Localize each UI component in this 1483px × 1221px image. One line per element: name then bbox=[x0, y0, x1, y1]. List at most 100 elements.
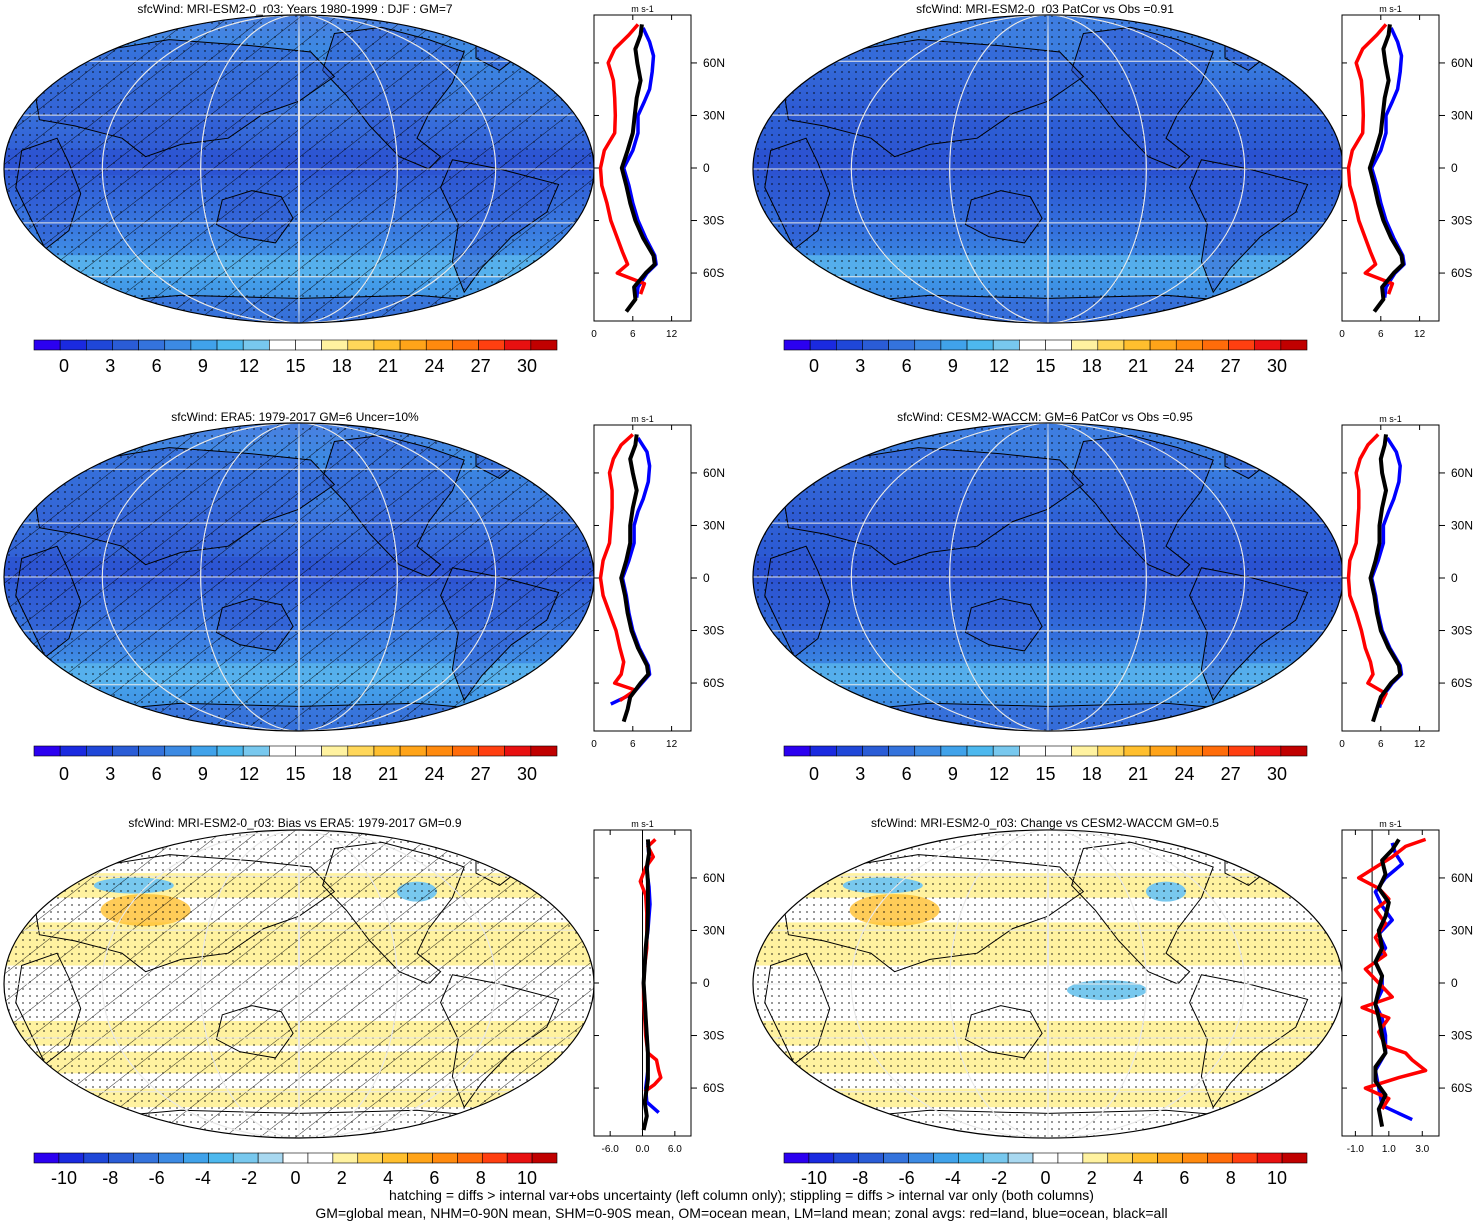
x-tick-label: -6.0 bbox=[602, 1144, 620, 1155]
colorbar-swatch bbox=[452, 339, 479, 351]
colorbar-swatch bbox=[530, 339, 558, 351]
colorbar-tick-label: 6 bbox=[152, 764, 162, 784]
colorbar-tick-label: 4 bbox=[1133, 1168, 1143, 1188]
colorbar-swatch bbox=[108, 1152, 134, 1164]
lat-tick-label: 60S bbox=[703, 676, 724, 690]
colorbar-swatch bbox=[478, 339, 505, 351]
land-zonal-line bbox=[1346, 433, 1388, 705]
colorbar-tick-label: -4 bbox=[195, 1168, 211, 1188]
colorbar-swatch bbox=[452, 745, 479, 757]
colorbar-swatch bbox=[808, 1152, 835, 1164]
colorbar-swatch bbox=[835, 745, 863, 757]
colorbar-tick-label: 8 bbox=[476, 1168, 486, 1188]
colorbar: -10 -8 -6 -4 -2 0 2 4 6 8 10 bbox=[33, 1152, 558, 1188]
colorbar-swatch bbox=[190, 339, 218, 351]
colorbar-swatch bbox=[407, 1152, 433, 1164]
colorbar-swatch bbox=[982, 1152, 1009, 1164]
colorbar: 0 3 6 9 12 15 18 21 24 27 30 bbox=[33, 745, 558, 784]
x-tick-label: 6 bbox=[630, 739, 636, 750]
colorbar-swatch bbox=[1157, 1152, 1183, 1164]
colorbar-swatch bbox=[321, 745, 349, 757]
colorbar-tick-label: 18 bbox=[332, 356, 352, 376]
lat-tick-label: 30S bbox=[703, 624, 724, 638]
colorbar-tick-label: 24 bbox=[1174, 356, 1194, 376]
all-zonal-line bbox=[619, 24, 657, 313]
all-zonal-line bbox=[619, 434, 651, 723]
colorbar-swatch bbox=[83, 1152, 110, 1164]
land-zonal-line bbox=[1346, 23, 1395, 295]
x-tick-label: 0.0 bbox=[636, 1144, 650, 1155]
colorbar-swatch bbox=[1149, 745, 1177, 757]
panel-title: sfcWind: MRI-ESM2-0_r03: Change vs CESM2… bbox=[871, 816, 1219, 830]
colorbar-tick-label: -8 bbox=[852, 1168, 868, 1188]
colorbar-swatch bbox=[1149, 339, 1177, 351]
colorbar-swatch bbox=[232, 1152, 259, 1164]
colorbar-swatch bbox=[373, 745, 401, 757]
colorbar-swatch bbox=[33, 745, 61, 757]
zonal-mean-profile: 60N 30N 0 30S 60S m s-1 0 6 12 bbox=[1339, 414, 1473, 750]
colorbar-tick-label: 6 bbox=[152, 356, 162, 376]
map-field bbox=[4, 830, 594, 1138]
colorbar-swatch bbox=[833, 1152, 860, 1164]
colorbar-swatch bbox=[242, 745, 270, 757]
map-field bbox=[4, 15, 594, 323]
lat-tick-label: 30S bbox=[1451, 1029, 1472, 1043]
colorbar-tick-label: 21 bbox=[1128, 356, 1148, 376]
colorbar-swatch bbox=[783, 745, 811, 757]
colorbar-swatch bbox=[966, 745, 994, 757]
colorbar-swatch bbox=[1202, 339, 1229, 351]
footer-note-hatching: hatching = diffs > internal var+obs unce… bbox=[389, 1187, 1094, 1203]
colorbar-tick-label: 6 bbox=[1179, 1168, 1189, 1188]
x-tick-label: 12 bbox=[666, 329, 678, 340]
colorbar-swatch bbox=[457, 1152, 483, 1164]
colorbar-tick-label: 9 bbox=[198, 356, 208, 376]
colorbar-tick-label: 0 bbox=[59, 356, 69, 376]
colorbar-tick-label: 27 bbox=[1221, 764, 1241, 784]
colorbar-swatch bbox=[1280, 745, 1308, 757]
units-label: m s-1 bbox=[631, 414, 654, 424]
units-label: m s-1 bbox=[631, 819, 654, 829]
colorbar-swatch bbox=[332, 1152, 359, 1164]
land-zonal-line bbox=[598, 433, 638, 703]
colorbar-tick-label: 21 bbox=[378, 764, 398, 784]
colorbar: -10 -8 -6 -4 -2 0 2 4 6 8 10 bbox=[783, 1152, 1308, 1188]
colorbar-swatch bbox=[1123, 745, 1151, 757]
units-label: m s-1 bbox=[1379, 414, 1402, 424]
colorbar-swatch bbox=[269, 339, 296, 351]
colorbar-swatch bbox=[282, 1152, 309, 1164]
colorbar-tick-label: -6 bbox=[149, 1168, 165, 1188]
x-tick-label: 1.0 bbox=[1382, 1144, 1396, 1155]
lat-tick-label: 60N bbox=[703, 56, 725, 70]
all-zonal-line bbox=[641, 839, 651, 1131]
colorbar-tick-label: 3 bbox=[855, 764, 865, 784]
colorbar-swatch bbox=[59, 745, 87, 757]
world-map bbox=[752, 422, 1344, 732]
colorbar-swatch bbox=[242, 339, 270, 351]
lat-tick-label: 60S bbox=[1451, 266, 1472, 280]
colorbar-tick-label: 12 bbox=[239, 764, 259, 784]
colorbar-swatch bbox=[1071, 745, 1099, 757]
lat-tick-label: 60S bbox=[703, 1081, 724, 1095]
zonal-mean-profile: 60N 30N 0 30S 60S m s-1 -1.0 1.0 3.0 bbox=[1341, 819, 1473, 1155]
colorbar: 0 3 6 9 12 15 18 21 24 27 30 bbox=[33, 339, 558, 376]
all-zonal-line bbox=[1373, 838, 1401, 1127]
units-label: m s-1 bbox=[1379, 4, 1402, 14]
colorbar-swatch bbox=[1175, 339, 1203, 351]
colorbar-tick-label: 2 bbox=[1087, 1168, 1097, 1188]
colorbar-swatch bbox=[1254, 339, 1282, 351]
colorbar-swatch bbox=[1007, 1152, 1034, 1164]
colorbar-tick-label: 4 bbox=[383, 1168, 393, 1188]
lat-tick-label: 60S bbox=[703, 266, 724, 280]
colorbar-tick-label: 0 bbox=[1040, 1168, 1050, 1188]
colorbar-swatch bbox=[33, 339, 61, 351]
x-tick-label: 6 bbox=[1378, 739, 1384, 750]
colorbar-swatch bbox=[504, 745, 532, 757]
panel-title: sfcWind: CESM2-WACCM: GM=6 PatCor vs Obs… bbox=[897, 410, 1193, 424]
colorbar-swatch bbox=[835, 339, 863, 351]
world-map bbox=[752, 14, 1344, 324]
x-tick-label: 12 bbox=[1414, 739, 1426, 750]
colorbar: 0 3 6 9 12 15 18 21 24 27 30 bbox=[783, 339, 1308, 376]
lat-tick-label: 60N bbox=[1451, 466, 1473, 480]
colorbar-tick-label: -2 bbox=[991, 1168, 1007, 1188]
